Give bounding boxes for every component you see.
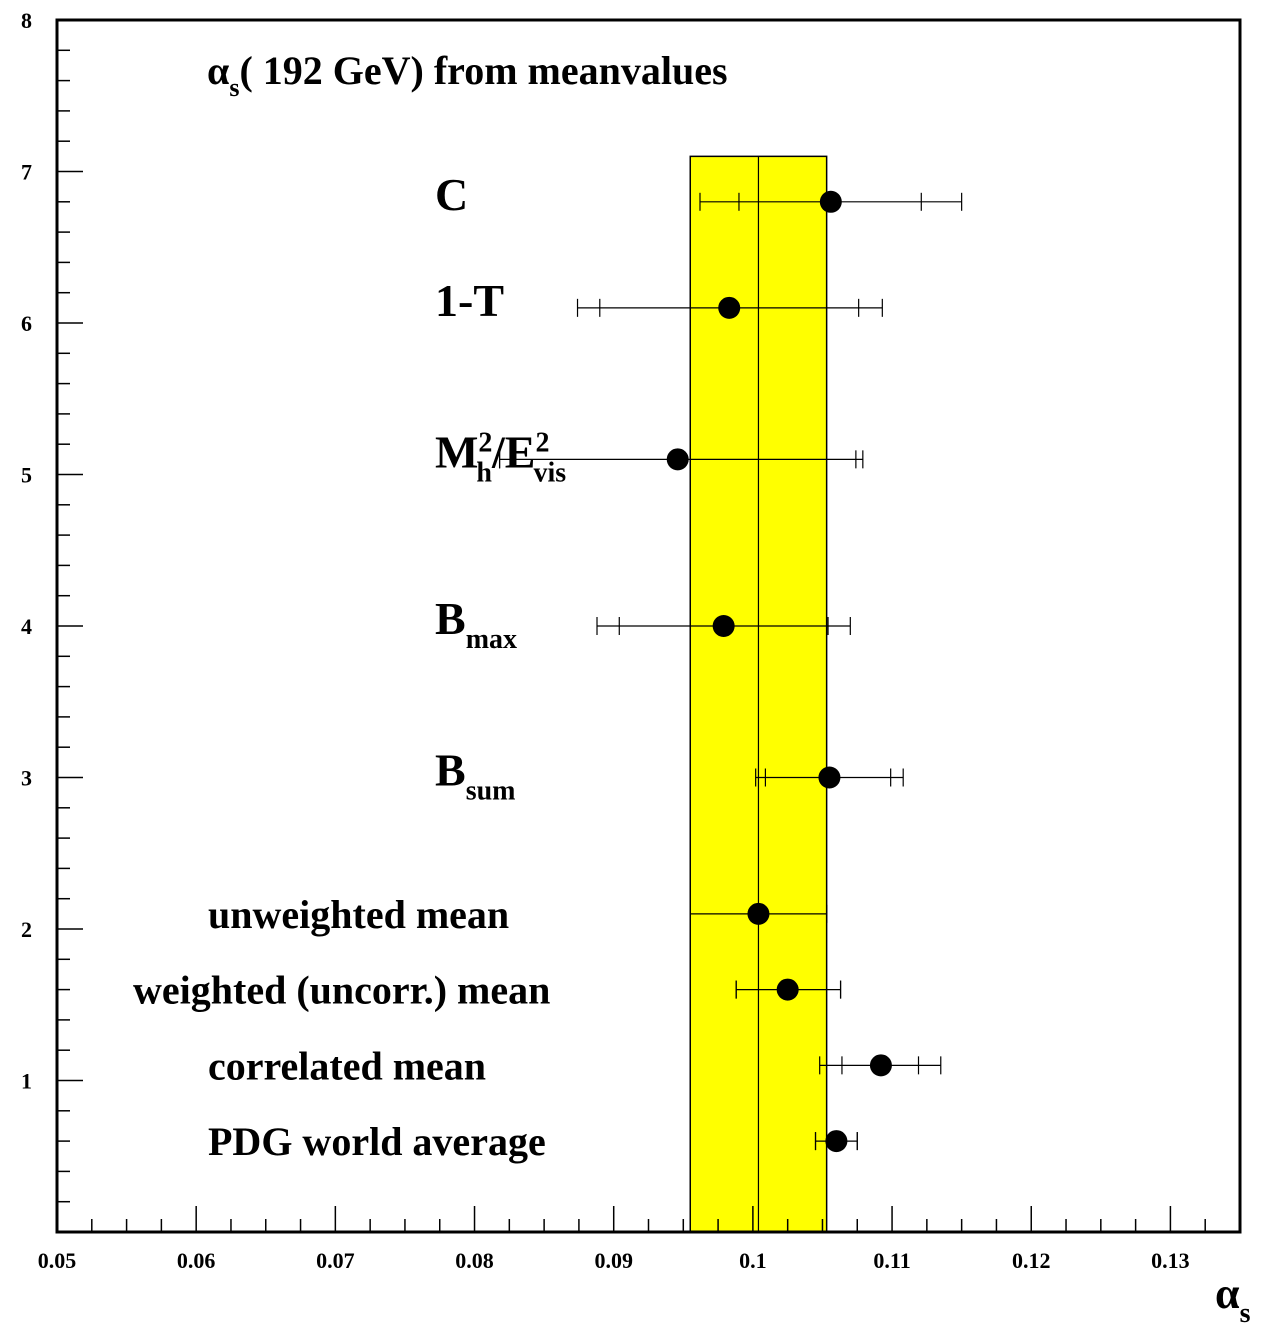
point-label-main: M xyxy=(435,426,478,477)
y-tick-label: 2 xyxy=(21,917,32,942)
point-label-main-2: /E xyxy=(491,426,535,477)
data-point xyxy=(666,448,689,471)
point-label-sup-2: 2 xyxy=(535,427,549,458)
chart-title: αs( 192 GeV) from meanvalues xyxy=(207,48,728,102)
y-tick-label: 7 xyxy=(21,160,32,185)
point-label: C xyxy=(435,169,468,220)
x-tick-label: 0.05 xyxy=(38,1248,77,1273)
x-axis-alpha-sub: s xyxy=(1240,1298,1251,1329)
x-tick-label: 0.13 xyxy=(1151,1248,1190,1273)
point-label: PDG world average xyxy=(208,1119,546,1164)
point-label: Bmax xyxy=(435,593,517,655)
x-tick-label: 0.06 xyxy=(177,1248,216,1273)
data-point xyxy=(712,615,735,637)
point-label: Bsum xyxy=(435,745,515,807)
point-label: weighted (uncorr.) mean xyxy=(133,968,550,1013)
y-tick-label: 1 xyxy=(21,1069,32,1094)
point-label: M2 h/E2 vis xyxy=(435,426,566,488)
x-tick-label: 0.09 xyxy=(594,1248,633,1273)
title-alpha: α xyxy=(207,48,229,93)
point-label-main: B xyxy=(435,745,466,796)
x-axis-label: αs xyxy=(1215,1269,1251,1329)
x-tick-label: 0.07 xyxy=(316,1248,355,1273)
point-label-main: C xyxy=(435,169,468,220)
y-tick-label: 6 xyxy=(21,311,32,336)
y-tick-label: 8 xyxy=(21,8,32,33)
point-label-sup: 2 xyxy=(478,427,492,458)
point-label-sub-2: vis xyxy=(533,457,566,488)
data-point xyxy=(718,296,741,319)
point-label-main: correlated mean xyxy=(208,1043,486,1088)
data-point xyxy=(818,766,841,789)
data-point xyxy=(825,1130,848,1153)
data-point xyxy=(869,1054,892,1077)
y-tick-label: 5 xyxy=(21,463,32,488)
title-alpha-sub: s xyxy=(229,73,239,102)
band-layer xyxy=(689,155,828,1233)
point-label-sub: max xyxy=(466,624,517,655)
point-layer xyxy=(498,190,963,1153)
data-point xyxy=(747,902,770,925)
data-point xyxy=(819,190,842,213)
x-tick-label: 0.12 xyxy=(1012,1248,1051,1273)
point-label-main: unweighted mean xyxy=(208,892,509,937)
x-tick-label: 0.11 xyxy=(873,1248,910,1273)
y-tick-label: 4 xyxy=(21,614,32,639)
point-label-sub: sum xyxy=(466,776,516,807)
data-point xyxy=(776,978,799,1001)
point-label-main: weighted (uncorr.) mean xyxy=(133,968,550,1013)
point-label: unweighted mean xyxy=(208,892,509,937)
x-axis-alpha: α xyxy=(1215,1269,1240,1318)
tick-layer: 0.05 0.06 0.07 0.08 0.09 0.1 0.11 0.12 0.13 1 2 3 4 5… xyxy=(21,8,1241,1273)
point-label-main: PDG world average xyxy=(208,1119,546,1164)
title-rest: ( 192 GeV) from meanvalues xyxy=(239,48,727,93)
y-tick-label: 3 xyxy=(21,766,32,791)
x-tick-label: 0.1 xyxy=(739,1248,767,1273)
point-label-main: B xyxy=(435,593,466,644)
x-tick-label: 0.08 xyxy=(455,1248,494,1273)
point-label: correlated mean xyxy=(208,1043,486,1088)
point-label-sub: h xyxy=(476,457,492,488)
point-label-main: 1-T xyxy=(435,275,504,326)
point-label: 1-T xyxy=(435,275,504,326)
